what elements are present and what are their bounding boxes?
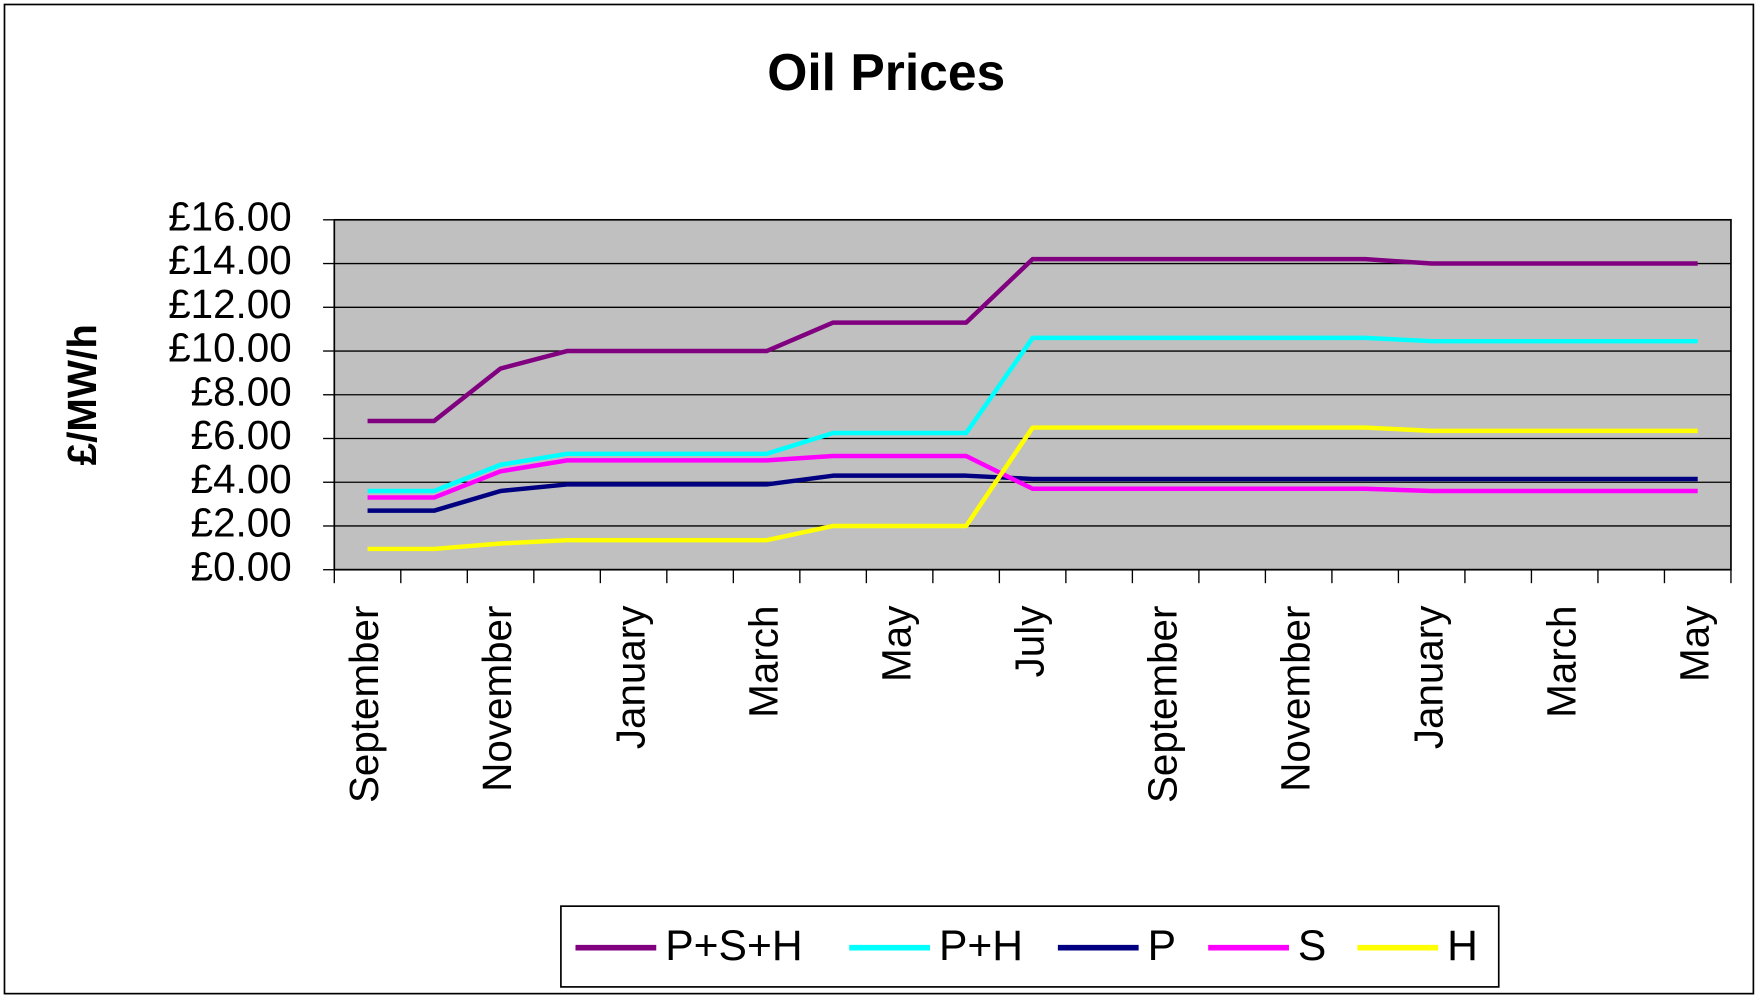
y-tick-label: £2.00: [191, 500, 292, 546]
y-tick-label: £6.00: [191, 412, 292, 458]
x-tick-label: July: [1006, 605, 1052, 678]
series-line: [367, 473, 1698, 513]
series-line: [367, 453, 1698, 500]
x-tick-label: January: [1405, 605, 1451, 749]
x-tick-label: September: [1139, 606, 1185, 803]
y-tick-label: £16.00: [168, 193, 291, 239]
y-tick-label: £10.00: [168, 325, 291, 371]
x-tick-label: March: [740, 606, 786, 718]
legend-label: P+H: [939, 922, 1023, 970]
legend-label: P: [1148, 922, 1176, 970]
y-axis-label: £/MW/h: [59, 324, 105, 465]
x-tick-label: May: [1671, 605, 1717, 682]
x-tick-label: September: [341, 606, 387, 803]
legend-box: [560, 905, 1500, 988]
y-tick-label: £12.00: [168, 281, 291, 327]
chart-title: Oil Prices: [767, 43, 1005, 101]
series-line: [367, 256, 1698, 424]
y-tick-label: £0.00: [191, 543, 292, 589]
y-tick-label: £8.00: [191, 368, 292, 414]
series-line: [367, 335, 1698, 494]
series-line: [367, 425, 1698, 552]
x-tick-label: March: [1538, 606, 1584, 718]
x-tick-label: January: [607, 605, 653, 749]
legend-label: S: [1298, 922, 1326, 970]
x-tick-label: November: [474, 606, 520, 792]
x-tick-label: November: [1272, 606, 1318, 792]
y-tick-label: £14.00: [168, 237, 291, 283]
legend-label: P+S+H: [665, 922, 802, 970]
legend-label: H: [1447, 922, 1478, 970]
y-tick-label: £4.00: [191, 456, 292, 502]
x-tick-label: May: [873, 605, 919, 682]
